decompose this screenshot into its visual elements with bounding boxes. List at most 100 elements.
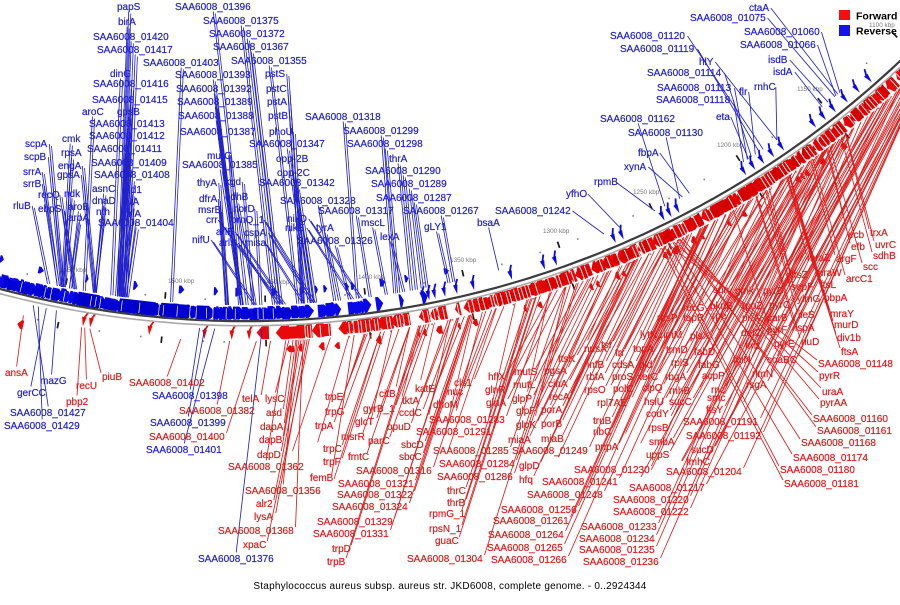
svg-text:uraA: uraA — [822, 387, 843, 398]
svg-text:pnpA: pnpA — [595, 442, 619, 453]
svg-text:recU: recU — [76, 381, 97, 392]
svg-text:ansA: ansA — [5, 368, 28, 379]
svg-text:SAA6008_01401: SAA6008_01401 — [146, 445, 222, 456]
svg-text:trpE: trpE — [325, 392, 344, 403]
svg-text:dfrA: dfrA — [199, 194, 218, 205]
svg-text:recQ: recQ — [38, 190, 60, 201]
svg-text:papS: papS — [117, 2, 141, 13]
svg-text:SAA6008_01118: SAA6008_01118 — [656, 95, 731, 106]
svg-text:SAA6008_01389: SAA6008_01389 — [177, 97, 253, 108]
svg-text:SAA6008_01420: SAA6008_01420 — [93, 32, 169, 43]
svg-text:smc: smc — [707, 393, 725, 404]
svg-text:SAA6008_01222: SAA6008_01222 — [613, 507, 689, 518]
svg-text:SAA6008_01304: SAA6008_01304 — [407, 554, 483, 565]
svg-text:odhB: odhB — [225, 192, 249, 203]
svg-text:hlY: hlY — [699, 57, 714, 68]
svg-text:SAA6008_01298: SAA6008_01298 — [347, 139, 423, 150]
svg-text:SAA6008_01399: SAA6008_01399 — [150, 418, 226, 429]
svg-text:trpF: trpF — [323, 457, 341, 468]
svg-text:SAA6008_01130: SAA6008_01130 — [628, 128, 703, 139]
svg-text:def2: def2 — [741, 328, 761, 339]
svg-text:fmt: fmt — [745, 341, 759, 352]
svg-text:smbA: smbA — [649, 437, 675, 448]
svg-text:rnhC: rnhC — [754, 82, 776, 93]
svg-text:aroB: aroB — [68, 202, 89, 213]
svg-text:miaA: miaA — [508, 435, 531, 446]
svg-text:norD: norD — [233, 204, 255, 215]
svg-text:Reverse: Reverse — [856, 26, 897, 38]
svg-text:scpB: scpB — [24, 152, 47, 163]
svg-text:SAA6008_01286: SAA6008_01286 — [437, 472, 513, 483]
svg-text:rpmB: rpmB — [594, 177, 618, 188]
svg-text:sucD: sucD — [691, 445, 714, 456]
svg-text:ecb: ecb — [848, 230, 865, 241]
svg-text:trxA: trxA — [870, 228, 888, 239]
svg-text:polC: polC — [613, 384, 634, 395]
svg-text:SAA6008_01289: SAA6008_01289 — [371, 179, 447, 190]
svg-text:ftsZ: ftsZ — [791, 270, 808, 281]
svg-text:telA: telA — [242, 394, 260, 405]
svg-text:porA: porA — [541, 405, 562, 416]
svg-text:opuD: opuD — [387, 422, 411, 433]
svg-text:fmtC: fmtC — [348, 452, 369, 463]
svg-text:miaB: miaB — [541, 434, 564, 445]
svg-text:SAA6008_01284: SAA6008_01284 — [439, 459, 515, 470]
svg-text:SAA6008_01264: SAA6008_01264 — [488, 530, 564, 541]
svg-text:SAA6008_01234: SAA6008_01234 — [579, 534, 655, 545]
svg-text:glnR: glnR — [485, 385, 506, 396]
svg-text:fabD: fabD — [694, 347, 715, 358]
svg-text:sbcC: sbcC — [399, 452, 422, 463]
svg-text:SAA6008_01385: SAA6008_01385 — [182, 160, 258, 171]
svg-text:mutS: mutS — [514, 367, 538, 378]
svg-text:yfhO: yfhO — [566, 189, 587, 200]
svg-text:SAA6008_01382: SAA6008_01382 — [179, 406, 255, 417]
svg-text:femB: femB — [310, 473, 334, 484]
svg-text:Staphylococcus aureus subsp. a: Staphylococcus aureus subsp. aureus str.… — [253, 581, 646, 592]
svg-text:dapA: dapA — [260, 422, 284, 433]
svg-text:cmk: cmk — [62, 134, 81, 145]
svg-text:thrA: thrA — [389, 154, 408, 165]
svg-text:SAA6008_01412: SAA6008_01412 — [89, 131, 165, 142]
svg-text:clpQ: clpQ — [642, 383, 663, 394]
svg-text:SAA6008_01326: SAA6008_01326 — [297, 236, 373, 247]
svg-text:SAA6008_01290: SAA6008_01290 — [365, 166, 441, 177]
svg-text:rlmN: rlmN — [752, 369, 773, 380]
svg-text:plsX: plsX — [690, 331, 710, 342]
svg-text:uppS: uppS — [646, 450, 670, 461]
svg-text:truB: truB — [593, 416, 612, 427]
svg-text:bsaA: bsaA — [477, 218, 500, 229]
svg-text:SAA6008_01180: SAA6008_01180 — [780, 465, 855, 476]
svg-text:fbpA: fbpA — [638, 148, 659, 159]
svg-text:scpA: scpA — [25, 139, 48, 150]
svg-text:cdsA: cdsA — [612, 360, 635, 371]
svg-text:xynA: xynA — [624, 162, 647, 173]
svg-text:nuc: nuc — [447, 387, 463, 398]
svg-text:dapD: dapD — [257, 450, 281, 461]
svg-text:msrR: msrR — [341, 432, 365, 443]
svg-text:crr: crr — [206, 215, 218, 226]
svg-text:pbp2: pbp2 — [66, 397, 89, 408]
svg-text:1350 kbp: 1350 kbp — [450, 257, 477, 264]
svg-text:rsgA: rsgA — [746, 380, 767, 391]
svg-text:SAA6008_01191: SAA6008_01191 — [683, 417, 758, 428]
svg-text:srrB: srrB — [23, 179, 42, 190]
svg-text:SAA6008_01060: SAA6008_01060 — [744, 27, 820, 38]
svg-text:SAA6008_01181: SAA6008_01181 — [784, 479, 859, 490]
svg-text:pyrC: pyrC — [769, 300, 790, 311]
svg-text:phoU: phoU — [269, 127, 293, 138]
svg-text:nth: nth — [96, 207, 110, 218]
svg-text:fabG: fabG — [698, 360, 720, 371]
svg-text:thyA: thyA — [197, 178, 217, 189]
svg-text:murD: murD — [834, 320, 858, 331]
svg-text:SAA6008_01376: SAA6008_01376 — [198, 554, 274, 565]
svg-text:glpP: glpP — [512, 394, 532, 405]
svg-text:SAA6008_01367: SAA6008_01367 — [213, 42, 289, 53]
svg-text:pyrE: pyrE — [774, 339, 795, 350]
svg-text:glnA: glnA — [486, 398, 506, 409]
svg-text:katE: katE — [415, 384, 435, 395]
svg-text:SAA6008_01404: SAA6008_01404 — [98, 218, 174, 229]
svg-text:SAA6008_01174: SAA6008_01174 — [793, 453, 868, 464]
svg-text:SAA6008_01427: SAA6008_01427 — [10, 408, 86, 419]
svg-text:SAA6008_01113: SAA6008_01113 — [657, 83, 732, 94]
svg-text:hflX: hflX — [488, 372, 506, 383]
